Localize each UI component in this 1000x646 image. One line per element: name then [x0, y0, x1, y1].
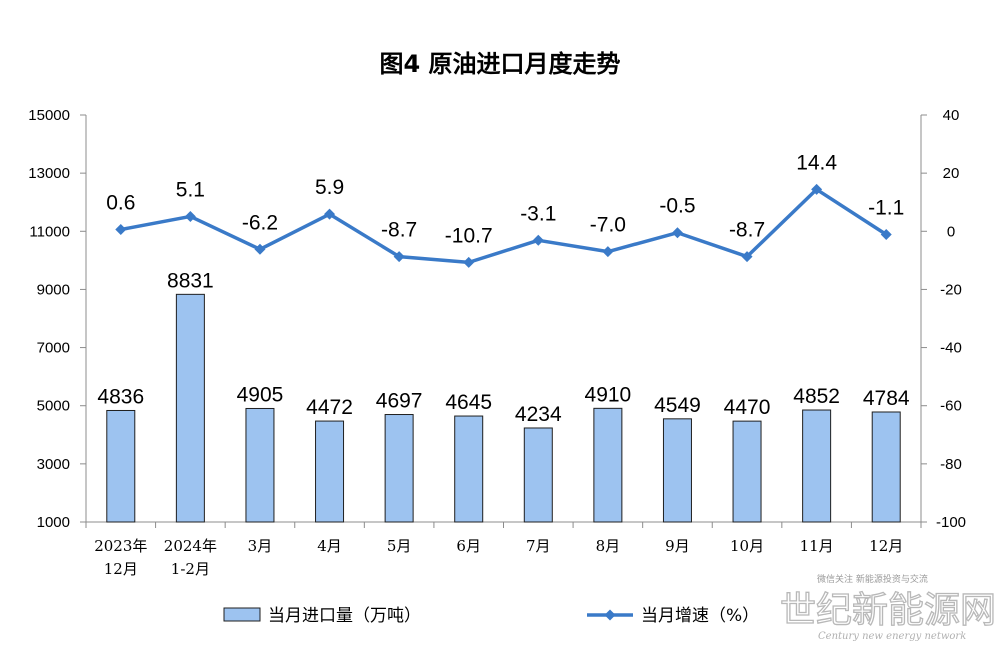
- y-left-tick-label: 7000: [37, 340, 70, 357]
- bar-value-label: 4472: [306, 396, 353, 419]
- x-tick-label: 12月: [104, 560, 138, 578]
- bar-value-label: 4234: [515, 403, 562, 426]
- bar-value-label: 4852: [793, 385, 840, 408]
- line-point-marker: [184, 210, 196, 222]
- y-right-tick-label: -20: [940, 281, 962, 298]
- line-point-marker: [811, 183, 823, 195]
- line-point-marker: [254, 243, 266, 255]
- bar: [175, 293, 205, 523]
- bar: [732, 420, 762, 523]
- bar-value-label: 4784: [863, 387, 910, 410]
- line-value-label: -7.0: [590, 214, 626, 237]
- bar: [593, 407, 623, 523]
- bar-value-label: 4470: [724, 396, 771, 419]
- x-tick-label: 6月: [456, 537, 481, 555]
- bar-value-label: 8831: [167, 269, 214, 292]
- growth-line: [120, 187, 888, 265]
- y-right-tick-label: 20: [943, 165, 960, 182]
- line-point-marker: [463, 256, 475, 268]
- y-right-tick-label: 40: [943, 107, 960, 124]
- line-value-label: -8.7: [381, 219, 417, 242]
- y-left-tick-label: 9000: [37, 281, 70, 298]
- y-left-tick-label: 15000: [28, 107, 70, 124]
- bar-value-label: 4910: [585, 383, 632, 406]
- bar: [662, 418, 692, 523]
- line-point-marker: [671, 227, 683, 239]
- legend: 当月进口量（万吨） 当月增速（%）: [223, 606, 759, 626]
- x-tick-label: 7月: [526, 537, 551, 555]
- line-point-marker: [532, 234, 544, 246]
- y-right-tick-label: -40: [940, 340, 962, 357]
- bar: [315, 420, 345, 523]
- y-left-tick-label: 1000: [37, 514, 70, 531]
- line-value-label: -3.1: [520, 202, 556, 225]
- y-left-tick-label: 3000: [37, 456, 70, 473]
- line-point-marker: [602, 246, 614, 258]
- x-tick-label: 2024年: [164, 537, 217, 555]
- line-value-label: 5.9: [315, 176, 344, 199]
- watermark-logo-text: 世纪新能源网: [780, 590, 996, 631]
- y-right-tick-label: 0: [947, 223, 955, 240]
- bar-value-label: 4905: [237, 383, 284, 406]
- x-axis-ticks: 2023年 12月 2024年 1-2月 3月 4月 5月 6月 7月 8月 9月 10月 11月 12月: [94, 537, 903, 578]
- y-left-tick-label: 13000: [28, 165, 70, 182]
- bar: [871, 411, 901, 523]
- bar: [245, 407, 275, 523]
- x-tick-label: 5月: [387, 537, 412, 555]
- x-tick-label: 4月: [317, 537, 342, 555]
- x-tick-label: 3月: [248, 537, 273, 555]
- y-left-tick-label: 5000: [37, 398, 70, 415]
- line-value-label: -0.5: [659, 195, 695, 218]
- legend-line-marker: [604, 609, 616, 621]
- bar-series: 4836 8831 4905 4472 4697 4645 4234 4910 4549 4470…: [97, 269, 910, 523]
- line-value-label: -6.2: [242, 211, 278, 234]
- watermark-top-text: 微信关注 新能源投资与交流: [817, 573, 928, 585]
- x-tick-label: 2023年: [94, 537, 147, 555]
- x-tick-label: 12月: [869, 537, 903, 555]
- line-value-label: 0.6: [106, 192, 135, 215]
- y-left-tick-label: 11000: [29, 223, 70, 240]
- bar-value-label: 4836: [97, 385, 144, 408]
- line-point-marker: [324, 208, 336, 220]
- x-tick-label: 10月: [730, 537, 764, 555]
- bar: [106, 409, 136, 523]
- bar: [454, 415, 484, 523]
- watermark-sub-text: Century new energy network: [818, 631, 966, 642]
- bar: [384, 414, 414, 523]
- legend-line-label: 当月增速（%）: [641, 606, 759, 626]
- bar-value-label: 4697: [376, 390, 423, 413]
- line-point-marker: [393, 251, 405, 263]
- x-tick-label: 11月: [800, 537, 834, 555]
- line-series: 0.6 5.1 -6.2 5.9 -8.7 -10.7 -3.1 -7.0 -0.5 -8.7 14…: [106, 151, 904, 268]
- x-tick-label: 8月: [596, 537, 621, 555]
- chart-title: 图4 原油进口月度走势: [379, 50, 620, 78]
- y-right-tick-label: -100: [936, 514, 966, 531]
- x-tick-label: 1-2月: [171, 560, 210, 578]
- axes: 1000 3000 5000 7000 9000 11000 13000 15000 -100 -…: [28, 107, 966, 531]
- line-value-label: -10.7: [445, 224, 493, 247]
- x-tick-label: 9月: [665, 537, 690, 555]
- line-value-label: 14.4: [796, 151, 837, 174]
- legend-bar-label: 当月进口量（万吨）: [268, 606, 421, 626]
- y-right-tick-label: -80: [940, 456, 962, 473]
- bar: [523, 427, 553, 523]
- line-point-marker: [741, 251, 753, 263]
- legend-bar-swatch: [223, 607, 261, 622]
- line-point-marker: [115, 224, 127, 236]
- line-value-label: -1.1: [868, 196, 904, 219]
- watermark: 微信关注 新能源投资与交流 世纪新能源网 Century new energy …: [779, 573, 996, 642]
- bar-value-label: 4645: [445, 391, 492, 414]
- bar: [802, 409, 832, 523]
- line-value-label: -8.7: [729, 219, 765, 242]
- y-right-tick-label: -60: [940, 398, 962, 415]
- line-value-label: 5.1: [176, 178, 205, 201]
- line-point-marker: [880, 228, 892, 240]
- bar-value-label: 4549: [654, 394, 701, 417]
